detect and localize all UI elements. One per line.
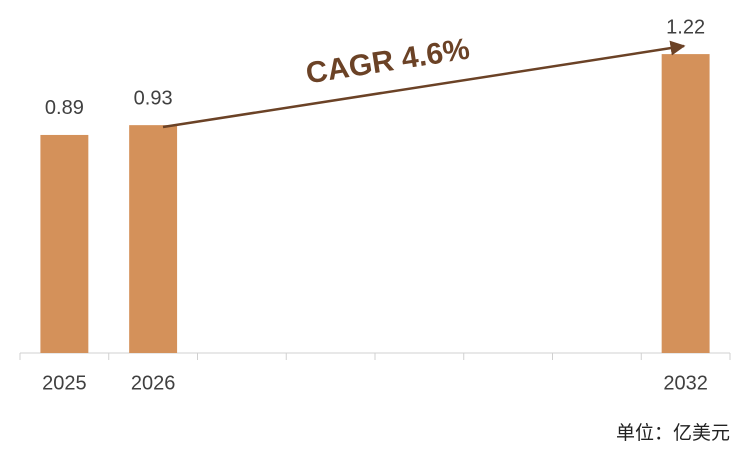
x-tick-label: 2032 xyxy=(663,372,708,394)
value-label: 1.22 xyxy=(666,16,705,38)
value-label: 0.93 xyxy=(134,87,173,109)
unit-label: 单位：亿美元 xyxy=(616,422,730,444)
cagr-arrow xyxy=(162,40,686,129)
bar xyxy=(40,134,89,353)
value-label: 0.89 xyxy=(45,97,84,119)
x-tick-label: 2025 xyxy=(42,372,87,394)
plot: 2025 0.89 2026 0.93 2032 1.22 xyxy=(19,16,731,394)
bar xyxy=(129,125,178,354)
x-tick-label: 2026 xyxy=(131,372,176,394)
bar xyxy=(661,54,710,353)
